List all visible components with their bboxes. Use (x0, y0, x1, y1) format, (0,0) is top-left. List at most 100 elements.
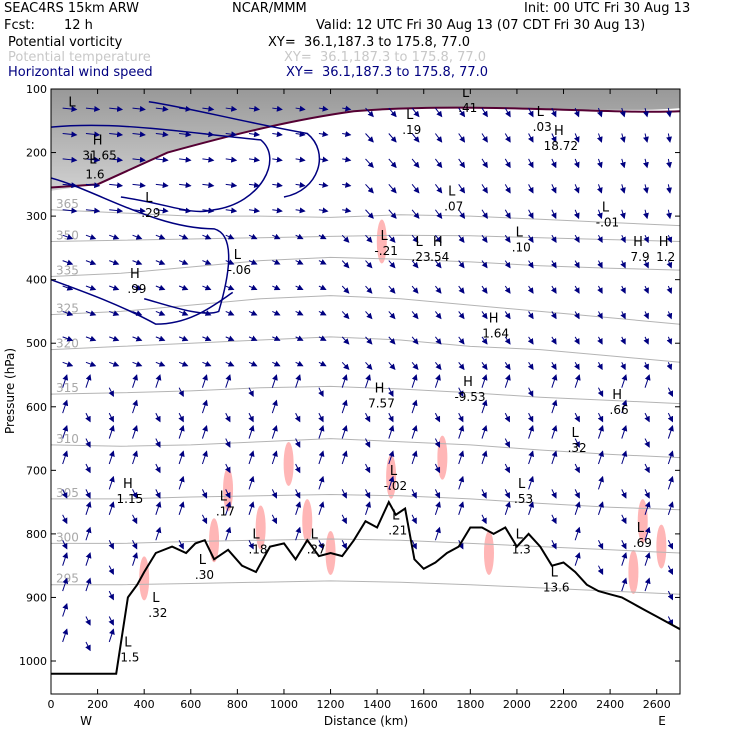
extremum-value: 13.6 (543, 581, 570, 595)
extremum-value: 1.64 (482, 327, 509, 341)
wind-vector (318, 475, 325, 490)
wind-vector (248, 425, 255, 439)
wind-vector (434, 311, 442, 320)
wind-vector (434, 209, 443, 219)
wind-vector (341, 399, 348, 414)
wind-vector (481, 425, 488, 439)
field-theta-xy: XY= 36.1,187.3 to 175.8, 77.0 (284, 50, 487, 65)
wind-vector (458, 184, 466, 194)
extremum-letter: H (554, 124, 564, 139)
wind-vector (411, 311, 419, 320)
wind-vector (364, 438, 371, 448)
wind-vector (272, 335, 281, 341)
wind-vector (132, 207, 146, 214)
wind-vector (272, 360, 281, 367)
wind-vector (643, 362, 649, 371)
wind-vector (155, 284, 166, 291)
wind-vector (504, 463, 510, 474)
wind-vector (597, 565, 604, 575)
wind-vector (528, 184, 534, 194)
wind-vector (295, 105, 306, 112)
wind-vector (62, 450, 69, 465)
wind-vector (132, 425, 139, 439)
wind-vector (365, 336, 373, 345)
wind-vector (109, 234, 120, 240)
pv-fill-patches (139, 219, 667, 601)
wind-vector (411, 184, 420, 194)
theta-contour-label: 315 (56, 381, 79, 395)
extremum-value: -.21 (374, 244, 397, 258)
pv-fill-patch (302, 499, 313, 544)
wind-vector (225, 361, 235, 367)
extremum-letter: H (433, 235, 443, 250)
wind-vector (458, 425, 465, 439)
wind-vector (550, 311, 557, 320)
wind-vector (108, 501, 115, 515)
extremum-letter: L (537, 105, 545, 120)
wind-vector (644, 489, 650, 499)
wind-vector (551, 514, 557, 525)
wind-vector (481, 361, 488, 371)
extremum-value: .32 (148, 606, 167, 620)
wind-vector (201, 425, 208, 439)
wind-vector (644, 552, 651, 566)
wind-vector (61, 540, 68, 550)
wind-vector (667, 387, 673, 398)
wind-vector (550, 234, 557, 244)
forecast-label: Fcst: (4, 18, 35, 33)
y-axis-label: Pressure (hPa) (3, 348, 17, 434)
x-tick-label: 400 (134, 698, 155, 711)
wind-vector (597, 540, 604, 550)
wind-vector (573, 158, 580, 169)
wind-vector (178, 501, 185, 515)
wind-vector (643, 184, 649, 194)
wind-vector (574, 234, 580, 244)
wind-vector (481, 450, 488, 465)
wind-vector (667, 616, 673, 626)
wind-vector (108, 425, 115, 439)
extremum-value: -.02 (384, 479, 407, 493)
wind-vector (411, 158, 420, 169)
wind-vector (527, 412, 534, 423)
wind-vector (364, 489, 371, 499)
wind-vector (85, 463, 91, 474)
wind-vector (225, 412, 231, 423)
wind-vector (318, 233, 327, 240)
wind-vector (341, 361, 350, 371)
wind-vector (341, 489, 347, 499)
wind-vector (318, 501, 325, 515)
x-tick-label: 1000 (270, 698, 298, 711)
wind-vector (202, 207, 215, 214)
wind-vector (132, 131, 146, 138)
wind-vector (596, 209, 603, 220)
wind-vector (294, 438, 301, 448)
wind-vector (457, 387, 464, 398)
extremum-letter: L (234, 248, 242, 263)
wind-vector (458, 107, 466, 118)
wind-vector (527, 260, 534, 269)
wind-vector (85, 412, 91, 423)
extremum-value: 1.2 (656, 250, 675, 264)
wind-vector (108, 590, 114, 601)
wind-vector (62, 156, 78, 163)
wind-vector (434, 361, 442, 371)
wind-vector (132, 552, 139, 566)
wind-vector (597, 234, 603, 244)
wind-vector (271, 374, 278, 388)
wind-vector (62, 628, 69, 643)
wind-vector (411, 399, 418, 414)
wind-vector (643, 158, 649, 169)
extremum-value: 1.3 (512, 543, 531, 557)
x-tick-label: 1600 (410, 698, 438, 711)
wind-vector (458, 501, 465, 515)
wind-vector (481, 184, 488, 194)
pv-fill-patch (283, 441, 294, 486)
wind-vector (202, 105, 215, 112)
wind-vector (597, 311, 603, 320)
wind-vector (295, 501, 302, 515)
wind-vector (295, 233, 304, 240)
wind-vector (550, 285, 557, 294)
wind-vector (574, 374, 581, 388)
wind-vector (621, 450, 628, 465)
